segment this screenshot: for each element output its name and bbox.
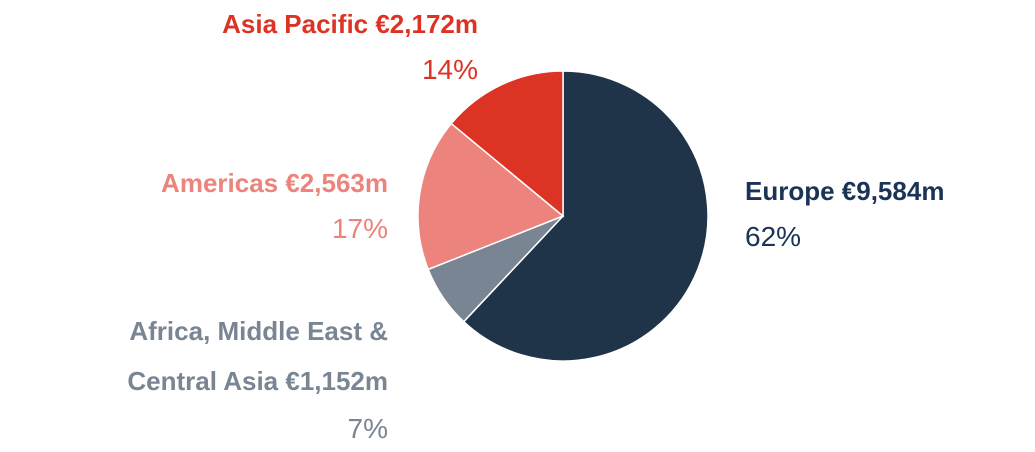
category-label: Asia Pacific €2,172m <box>222 9 478 39</box>
slice-label: Europe €9,584m 62% <box>745 168 1035 260</box>
pie-slice <box>417 122 565 271</box>
category-label: Europe €9,584m <box>745 176 945 206</box>
percent-label: 7% <box>347 413 388 444</box>
pie-slice <box>450 70 564 218</box>
pie-slice <box>462 70 709 362</box>
category-label: Americas €2,563m <box>161 168 388 198</box>
category-label: Africa, Middle East & Central Asia €1,15… <box>127 316 388 396</box>
percent-label: 62% <box>745 221 802 252</box>
page: (() => { const data = JSON.parse(documen… <box>58 1 1035 444</box>
slice-label: Asia Pacific €2,172m 14% <box>58 1 478 93</box>
slice-label: Americas €2,563m 17% <box>88 160 388 252</box>
slice-label: Africa, Middle East & Central Asia €1,15… <box>98 306 388 452</box>
percent-label: 14% <box>421 54 478 85</box>
percent-label: 17% <box>331 213 388 244</box>
chart <box>417 70 709 362</box>
